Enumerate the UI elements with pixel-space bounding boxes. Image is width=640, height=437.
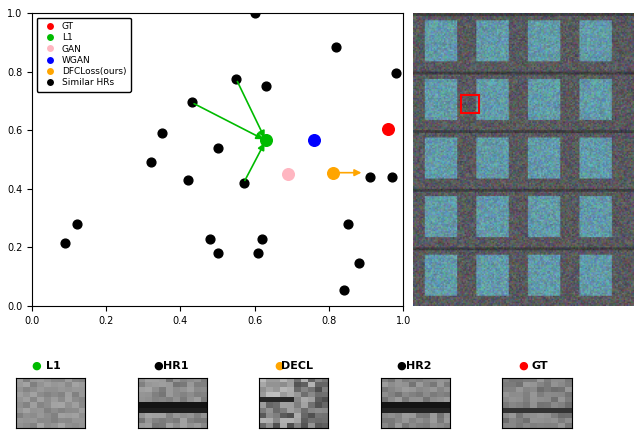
Legend: GT, L1, GAN, WGAN, DFCLoss(ours), Similar HRs: GT, L1, GAN, WGAN, DFCLoss(ours), Simila… (36, 17, 131, 92)
Point (257, 235, 268, 242)
Point (342, 220, 353, 227)
Point (157, 130, 167, 137)
Text: HR1: HR1 (163, 361, 188, 371)
Text: ●: ● (275, 361, 285, 371)
Text: HR2: HR2 (406, 361, 431, 371)
Point (239, 180, 249, 187)
Point (365, 173, 375, 180)
Point (253, 250, 264, 257)
Point (390, 69, 401, 76)
Point (387, 173, 397, 180)
Point (205, 235, 215, 242)
Text: L1: L1 (46, 361, 61, 371)
Text: ●: ● (396, 361, 406, 371)
Point (339, 286, 349, 293)
Point (309, 137, 319, 144)
Point (186, 99, 196, 106)
Point (383, 125, 394, 132)
Bar (461, 95, 479, 113)
Text: ●: ● (31, 361, 42, 371)
Point (250, 10, 260, 17)
Point (353, 260, 364, 267)
Point (231, 76, 241, 83)
Point (212, 250, 223, 257)
Point (183, 177, 193, 184)
Text: GT: GT (532, 361, 548, 371)
Point (283, 170, 293, 177)
Point (260, 83, 271, 90)
Point (72, 220, 82, 227)
Point (60, 239, 70, 246)
Point (212, 144, 223, 151)
Point (146, 159, 156, 166)
Point (332, 43, 342, 50)
Text: DECL: DECL (281, 361, 313, 371)
Text: ●: ● (153, 361, 163, 371)
Text: ●: ● (518, 361, 528, 371)
Point (328, 169, 338, 176)
Point (260, 137, 271, 144)
